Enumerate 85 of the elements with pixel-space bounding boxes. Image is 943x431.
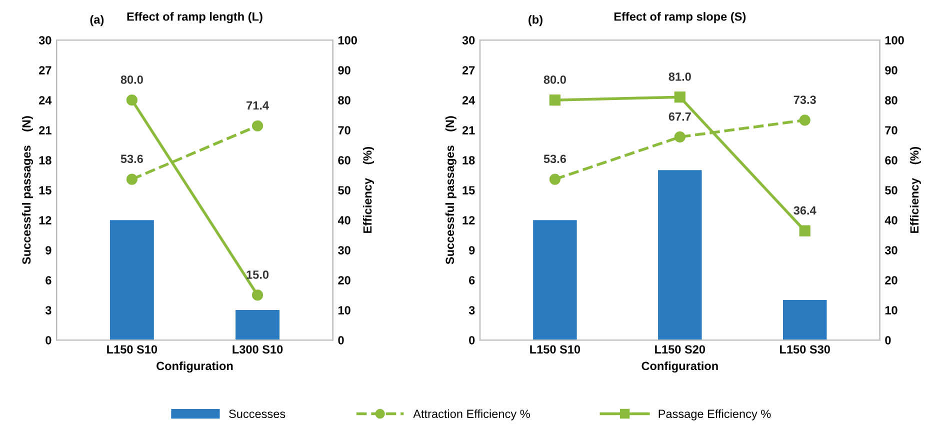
y2-tick-label: 60 [885, 156, 898, 164]
text: (a) [90, 15, 104, 26]
y-tick-label: 6 [46, 276, 52, 284]
y-tick-label: 18 [462, 156, 475, 164]
y2-tick-label: 80 [885, 96, 898, 104]
y2-tick-label: 90 [885, 66, 898, 74]
y2-tick-label: 70 [885, 126, 898, 134]
data-label: 53.6 [120, 154, 143, 164]
y2-tick-label: 10 [338, 306, 350, 314]
x-tick-label: L300 S10 [232, 345, 283, 354]
y-tick-label: 24 [462, 96, 476, 104]
y-axis-title: Successful passages (N) [22, 116, 34, 264]
x-axis-title: Configuration [156, 361, 233, 373]
y-tick-label: 9 [468, 246, 475, 254]
legend-label: Attraction Efficiency % [413, 409, 530, 420]
chart-title: Effect of ramp length (L) [127, 12, 262, 24]
y-tick-label: 0 [469, 336, 475, 344]
x-tick-label: L150 S20 [655, 345, 706, 354]
point [126, 174, 138, 185]
data-label: 81.0 [668, 72, 691, 81]
x-axis-title: Configuration [642, 361, 718, 373]
y2-tick-label: 20 [885, 276, 898, 284]
y2-tick-label: 20 [338, 276, 350, 284]
data-label: 80.0 [544, 75, 566, 84]
y2-tick-label: 10 [885, 306, 898, 314]
point [549, 94, 561, 106]
point [252, 290, 264, 301]
data-label: 67.7 [668, 112, 691, 121]
point [799, 114, 810, 126]
y-tick-label: 3 [468, 306, 475, 314]
data-label: 71.4 [246, 101, 269, 110]
x-tick-label: L150 S30 [780, 345, 830, 354]
y-tick-label: 27 [39, 66, 52, 74]
y-tick-label: 0 [46, 336, 52, 344]
point [674, 131, 686, 143]
point [799, 225, 810, 236]
data-label: 36.4 [794, 206, 816, 215]
data-label: 15.0 [246, 270, 269, 279]
point [549, 174, 561, 185]
y-tick-label: 12 [462, 216, 475, 224]
x-tick-label: L150 S10 [107, 345, 158, 354]
y2-tick-label: 0 [338, 336, 344, 344]
point [126, 94, 138, 106]
y-tick-label: 9 [46, 246, 52, 254]
y-tick-label: 6 [468, 276, 475, 284]
bar [658, 170, 702, 340]
legend-label: Passage Efficiency % [658, 409, 771, 420]
data-label: 53.6 [544, 154, 566, 164]
y2-tick-label: 40 [338, 216, 350, 224]
y2-tick-label: 0 [885, 336, 891, 344]
y2-tick-label: 100 [885, 36, 904, 44]
y2-tick-label: 100 [338, 36, 357, 44]
y-tick-label: 30 [462, 36, 475, 44]
y-axis-title: Successful passages (N) [445, 116, 456, 264]
y2-tick-label: 80 [338, 96, 350, 104]
chart-title: Effect of ramp slope (S) [614, 12, 746, 24]
point [252, 120, 264, 132]
y-tick-label: 21 [462, 126, 475, 134]
y-tick-label: 24 [39, 96, 52, 104]
bar [533, 220, 577, 340]
y-tick-label: 21 [39, 126, 52, 134]
y2-tick-label: 90 [338, 66, 350, 74]
text: (b) [528, 15, 542, 26]
y2-axis-title: Efficiency (%) [910, 147, 921, 233]
y2-tick-label: 30 [338, 246, 350, 254]
x-tick-label: L150 S10 [530, 345, 580, 354]
point [674, 92, 686, 103]
data-label: 80.0 [120, 75, 143, 84]
y2-tick-label: 50 [338, 186, 350, 194]
y-tick-label: 3 [45, 306, 52, 314]
bar [782, 300, 827, 340]
y-tick-label: 15 [462, 186, 475, 194]
y2-tick-label: 40 [884, 216, 898, 224]
y-tick-label: 30 [38, 36, 52, 44]
y-tick-label: 15 [39, 186, 52, 194]
data-label: 73.3 [794, 96, 816, 104]
y-tick-label: 12 [39, 216, 52, 224]
y2-tick-label: 70 [338, 126, 350, 134]
legend-label: Successes [229, 410, 286, 418]
y-tick-label: 18 [39, 156, 52, 164]
y2-tick-label: 60 [338, 156, 350, 164]
y2-axis-title: Efficiency (%) [362, 147, 374, 233]
y-tick-label: 27 [462, 66, 475, 74]
y2-tick-label: 30 [884, 246, 898, 254]
y2-tick-label: 50 [885, 186, 898, 194]
